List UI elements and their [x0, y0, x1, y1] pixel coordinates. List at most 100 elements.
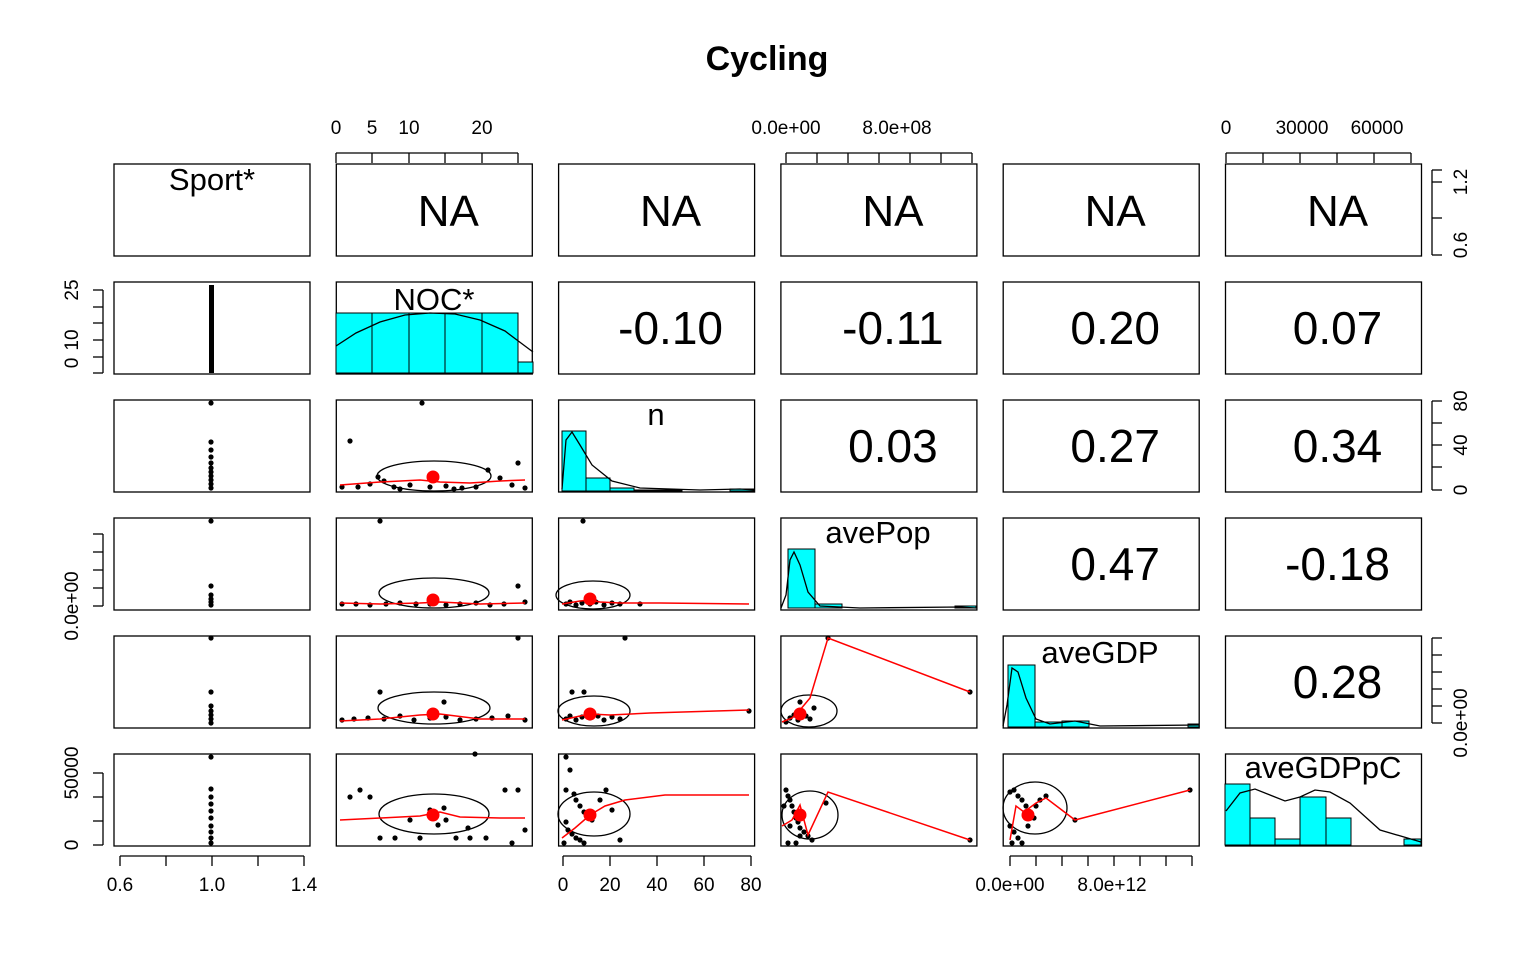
histogram-bar: [335, 312, 373, 374]
panel-frame: [113, 163, 311, 257]
histogram-bar: [1274, 838, 1301, 846]
panel-frame: [557, 753, 756, 847]
diagonal-variable-label: n: [647, 397, 664, 432]
loess-smoother: [561, 794, 749, 839]
data-point: [208, 835, 214, 841]
panel-frame: [335, 517, 533, 611]
tick-label: 80: [740, 875, 761, 896]
histogram-bar: [633, 489, 659, 492]
data-point: [208, 815, 214, 821]
histogram-bar: [1224, 783, 1251, 846]
data-point: [505, 713, 511, 719]
data-point: [785, 793, 791, 799]
correlation-label: -0.18: [1285, 538, 1390, 590]
data-point: [339, 717, 345, 723]
tick-label: 0: [1451, 485, 1472, 496]
data-point: [569, 689, 575, 695]
correlation-label: 0.28: [1293, 656, 1383, 708]
panel-frame: [335, 163, 533, 257]
data-point: [339, 601, 345, 607]
data-point: [797, 825, 803, 831]
data-point: [411, 717, 417, 723]
panel-frame: [1224, 163, 1423, 257]
data-point: [609, 807, 615, 813]
data-point: [208, 829, 214, 835]
correlation-label: NA: [640, 187, 702, 236]
data-point: [502, 787, 508, 793]
loess-smoother: [781, 637, 971, 723]
mean-point: [583, 808, 597, 822]
data-point: [472, 751, 478, 757]
panel-frame: [1002, 399, 1200, 493]
panel-frame: [780, 163, 978, 257]
chart-title: Cycling: [706, 40, 829, 78]
data-point: [807, 716, 813, 722]
data-point: [208, 518, 214, 524]
data-strip: [209, 285, 214, 373]
data-point: [811, 705, 817, 711]
correlation-ellipse: [378, 577, 490, 609]
tick-label: 0.0e+00: [751, 118, 820, 139]
tick-label: 0: [62, 840, 83, 851]
mean-point: [583, 592, 597, 606]
tick-label: 8.0e+08: [862, 118, 931, 139]
data-point: [573, 717, 579, 723]
mean-point: [793, 808, 807, 822]
data-point: [563, 754, 569, 760]
data-point: [637, 601, 643, 607]
loess-smoother: [339, 811, 525, 821]
panel-frame: [113, 753, 311, 847]
data-point: [208, 635, 214, 641]
density-curve: [780, 550, 977, 609]
histogram-bar: [657, 489, 683, 492]
panel-frame: [557, 399, 756, 493]
tick-label: 0: [62, 358, 83, 369]
density-curve: [561, 430, 756, 491]
loess-smoother: [561, 709, 750, 721]
data-point: [441, 699, 447, 705]
data-point: [208, 454, 214, 460]
data-point: [339, 484, 345, 490]
data-point: [347, 438, 353, 444]
data-point: [581, 689, 587, 695]
panel-frame: [335, 635, 533, 729]
data-point: [1019, 840, 1025, 846]
data-point: [355, 484, 361, 490]
tick-label: 8.0e+12: [1077, 875, 1146, 896]
data-point: [208, 447, 214, 453]
tick-label: 1.0: [199, 875, 225, 896]
data-point: [1009, 840, 1015, 846]
correlation-label: 0.20: [1070, 302, 1160, 354]
tick-label: 0: [331, 118, 342, 139]
data-point: [413, 601, 419, 607]
data-point: [347, 794, 353, 800]
data-point: [208, 716, 214, 722]
mean-point: [426, 470, 440, 484]
panel-frame: [1224, 399, 1423, 493]
histogram-bar: [481, 312, 519, 374]
tick-label: 40: [1451, 434, 1472, 455]
data-point: [208, 840, 214, 846]
tick-label: 60000: [1351, 118, 1404, 139]
loess-smoother: [1009, 789, 1191, 841]
data-point: [787, 823, 793, 829]
data-point: [208, 801, 214, 807]
data-point: [367, 794, 373, 800]
correlation-label: 0.03: [848, 420, 938, 472]
data-point: [417, 835, 423, 841]
data-point: [467, 835, 473, 841]
data-point: [208, 473, 214, 479]
mean-point: [426, 593, 440, 607]
panel-frame: [1224, 281, 1423, 375]
data-point: [579, 600, 585, 606]
data-point: [522, 827, 528, 833]
density-curve: [1225, 788, 1422, 843]
data-point: [793, 840, 799, 846]
loess-smoother: [561, 599, 750, 605]
data-point: [208, 439, 214, 445]
tick-label: 0.0e+00: [62, 571, 83, 640]
diagonal-variable-label: NOC*: [394, 282, 475, 317]
data-point: [208, 485, 214, 491]
loess-smoother: [339, 479, 526, 486]
data-point: [601, 717, 607, 723]
